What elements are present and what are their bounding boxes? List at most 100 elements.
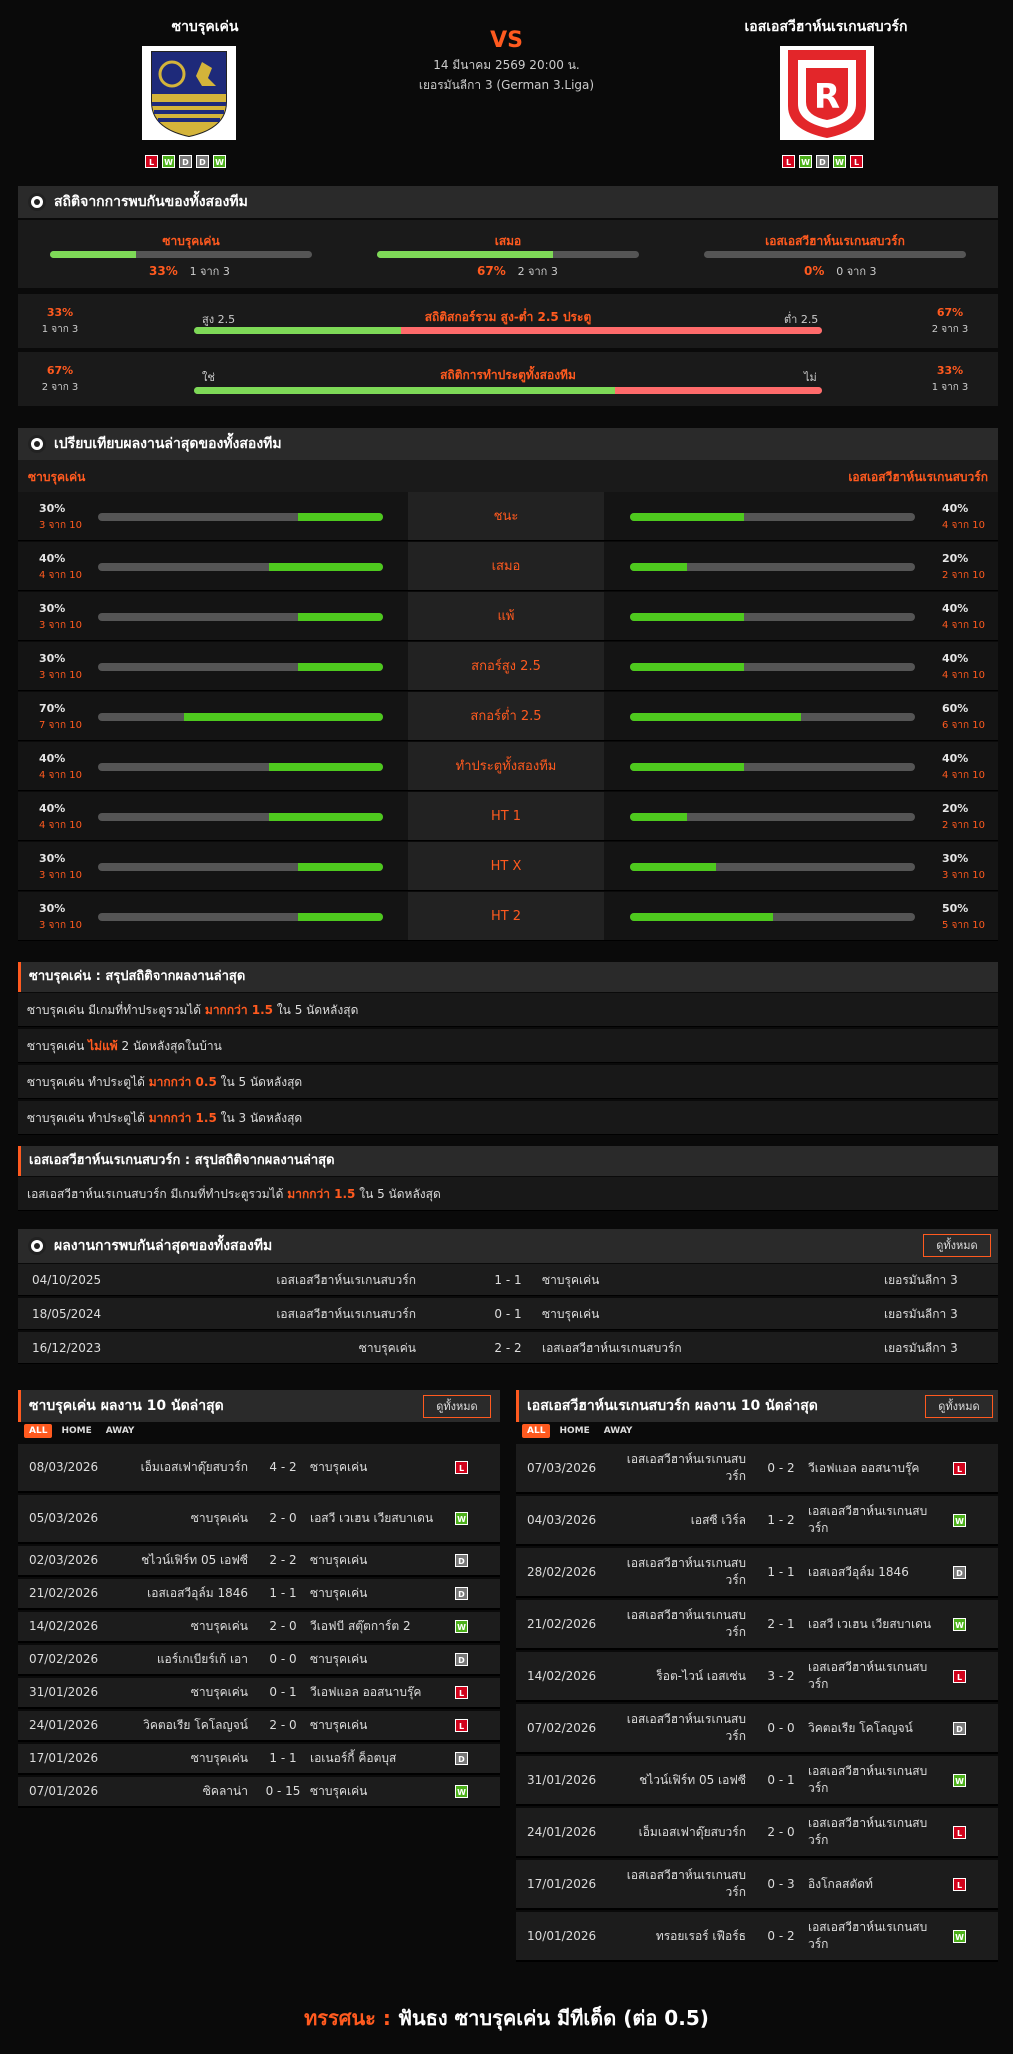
home-team[interactable]: เอสซี เวิร์ล bbox=[690, 1512, 746, 1527]
tab-away[interactable]: AWAY bbox=[603, 1426, 633, 1436]
result-row[interactable]: 24/01/2026 วิคตอเรีย โคโลญจน์ 2 - 0 ซาบรุคเ… bbox=[18, 1711, 500, 1742]
away-of: 6 จาก 10 bbox=[942, 720, 985, 731]
home-team-logo[interactable] bbox=[142, 46, 236, 140]
home-team[interactable]: เอสเอสวีฮาห์นเรเกนสบวร์ก bbox=[276, 1273, 416, 1287]
away-team[interactable]: ซาบรุคเค่น bbox=[542, 1307, 600, 1321]
view-all-button[interactable]: ดูทั้งหมด bbox=[423, 1395, 491, 1418]
result-row[interactable]: 05/03/2026 ซาบรุคเค่น 2 - 0 เอสวี เวเฮน เวี… bbox=[18, 1495, 500, 1544]
result-row[interactable]: 14/02/2026 ซาบรุคเค่น 2 - 0 วีเอฟบี สตุ๊ตกา… bbox=[18, 1612, 500, 1643]
away-team-logo[interactable]: R bbox=[780, 46, 874, 140]
away-pct: 40% bbox=[942, 502, 969, 515]
btts-right-label: ไม่ bbox=[804, 371, 817, 384]
away-team[interactable]: เอสวี เวเฮน เวียสบาเดน bbox=[808, 1616, 932, 1631]
away-team[interactable]: เอสเอสวีฮาห์นเรเกนสบวร์ก bbox=[808, 1764, 928, 1795]
away-team[interactable]: เอสวี เวเฮน เวียสบาเดน bbox=[310, 1511, 434, 1525]
result-row[interactable]: 14/02/2026 ร็อต-ไวน์ เอสเซ่น 3 - 2 เอสเอสวี… bbox=[516, 1652, 998, 1702]
away-team[interactable]: วิคตอเรีย โคโลญจน์ bbox=[808, 1720, 913, 1735]
result-row[interactable]: 07/01/2026 ซิคลาน่า 0 - 15 ซาบรุคเค่น W bbox=[18, 1777, 500, 1808]
result-row[interactable]: 07/02/2026 แอร์เกเบียร์เก้ เอา 0 - 0 ซาบรุค… bbox=[18, 1645, 500, 1676]
away-team[interactable]: ซาบรุคเค่น bbox=[310, 1784, 368, 1798]
result-row[interactable]: 08/03/2026 เอ็มเอสเฟาดุ๊ยสบวร์ก 4 - 2 ซาบรุ… bbox=[18, 1444, 500, 1493]
away-team[interactable]: เอสเอสวีฮาห์นเรเกนสบวร์ก bbox=[542, 1341, 682, 1355]
tab-home[interactable]: HOME bbox=[559, 1426, 590, 1436]
h2h-row[interactable]: 16/12/2023 ซาบรุคเค่น 2 - 2 เอสเอสวีฮาห์นเร… bbox=[18, 1332, 998, 1364]
tab-all[interactable]: ALL bbox=[24, 1424, 53, 1438]
home-team[interactable]: ชไวน์เฟิร์ท 05 เอฟซี bbox=[639, 1772, 746, 1787]
view-all-button[interactable]: ดูทั้งหมด bbox=[925, 1395, 993, 1418]
home-team[interactable]: เอสเอสวีอุล์ม 1846 bbox=[147, 1586, 248, 1600]
result-badge: D bbox=[455, 1752, 468, 1765]
away-team[interactable]: วีเอฟบี สตุ๊ตการ์ต 2 bbox=[310, 1619, 411, 1633]
score: 2 - 2 bbox=[269, 1553, 297, 1567]
away-team[interactable]: เอเนอร์กี้ ค็อตบุส bbox=[310, 1751, 397, 1765]
view-all-button[interactable]: ดูทั้งหมด bbox=[923, 1234, 991, 1257]
home-team[interactable]: ร็อต-ไวน์ เอสเซ่น bbox=[656, 1668, 746, 1683]
league: เยอรมันลีกา 3 bbox=[884, 1341, 958, 1355]
home-team[interactable]: เอสเอสวีฮาห์นเรเกนสบวร์ก bbox=[276, 1307, 416, 1321]
home-team[interactable]: เอ็มเอสเฟาดุ๊ยสบวร์ก bbox=[638, 1824, 746, 1839]
result-row[interactable]: 02/03/2026 ชไวน์เฟิร์ท 05 เอฟซี 2 - 2 ซาบรุ… bbox=[18, 1546, 500, 1577]
result-row[interactable]: 17/01/2026 ซาบรุคเค่น 1 - 1 เอเนอร์กี้ ค็อต… bbox=[18, 1744, 500, 1775]
result-row[interactable]: 21/02/2026 เอสเอสวีอุล์ม 1846 1 - 1 ซาบรุคเ… bbox=[18, 1579, 500, 1610]
match-date: 08/03/2026 bbox=[29, 1460, 99, 1474]
h2h-row[interactable]: 18/05/2024 เอสเอสวีฮาห์นเรเกนสบวร์ก 0 - 1 ซ… bbox=[18, 1298, 998, 1330]
away-team[interactable]: ซาบรุคเค่น bbox=[310, 1460, 368, 1474]
home-team[interactable]: ซาบรุคเค่น bbox=[190, 1751, 248, 1765]
tab-home[interactable]: HOME bbox=[61, 1426, 92, 1436]
away-team[interactable]: เอสเอสวีฮาห์นเรเกนสบวร์ก bbox=[808, 1660, 928, 1691]
form-badge: W bbox=[162, 155, 175, 168]
section-title: ผลงานการพบกันล่าสุดของทั้งสองทีม bbox=[54, 1238, 273, 1254]
home-team[interactable]: เอสเอสวีฮาห์นเรเกนสบวร์ก bbox=[626, 1452, 746, 1483]
result-badge: L bbox=[455, 1461, 468, 1474]
home-team[interactable]: เอ็มเอสเฟาดุ๊ยสบวร์ก bbox=[140, 1460, 248, 1474]
away-team[interactable]: ซาบรุคเค่น bbox=[542, 1273, 600, 1287]
home-team[interactable]: ซาบรุคเค่น bbox=[190, 1511, 248, 1525]
home-team[interactable]: ซาบรุคเค่น bbox=[190, 1619, 248, 1633]
away-team[interactable]: เอสเอสวีฮาห์นเรเกนสบวร์ก bbox=[808, 1920, 928, 1951]
away-team[interactable]: ซาบรุคเค่น bbox=[310, 1718, 368, 1732]
home-team[interactable]: ทรอยเรอร์ เฟือร์ธ bbox=[655, 1928, 746, 1943]
away-team-name[interactable]: เอสเอสวีฮาห์นเรเกนสบวร์ก bbox=[744, 19, 908, 35]
away-team[interactable]: เอสเอสวีฮาห์นเรเกนสบวร์ก bbox=[808, 1504, 928, 1535]
summary-highlight: มากกว่า 1.5 bbox=[287, 1187, 356, 1201]
result-row[interactable]: 21/02/2026 เอสเอสวีฮาห์นเรเกนสบวร์ก 2 - 1 เ… bbox=[516, 1600, 998, 1650]
away-team[interactable]: วีเอฟแอล ออสนาบรุ๊ค bbox=[808, 1460, 920, 1475]
home-team[interactable]: ซาบรุคเค่น bbox=[190, 1685, 248, 1699]
result-row[interactable]: 17/01/2026 เอสเอสวีฮาห์นเรเกนสบวร์ก 0 - 3 อ… bbox=[516, 1860, 998, 1910]
home-team[interactable]: เอสเอสวีฮาห์นเรเกนสบวร์ก bbox=[626, 1712, 746, 1743]
result-badge: W bbox=[953, 1929, 966, 1943]
home-team[interactable]: เอสเอสวีฮาห์นเรเกนสบวร์ก bbox=[626, 1608, 746, 1639]
away-team[interactable]: ซาบรุคเค่น bbox=[310, 1652, 368, 1666]
home-team[interactable]: ซาบรุคเค่น bbox=[358, 1341, 416, 1355]
result-row[interactable]: 31/01/2026 ชไวน์เฟิร์ท 05 เอฟซี 0 - 1 เอสเอ… bbox=[516, 1756, 998, 1806]
home-team[interactable]: เอสเอสวีฮาห์นเรเกนสบวร์ก bbox=[626, 1556, 746, 1587]
result-row[interactable]: 04/03/2026 เอสซี เวิร์ล 1 - 2 เอสเอสวีฮาห์น… bbox=[516, 1496, 998, 1546]
h2h-row[interactable]: 04/10/2025 เอสเอสวีฮาห์นเรเกนสบวร์ก 1 - 1 ซ… bbox=[18, 1264, 998, 1296]
away-team[interactable]: อิงโกลสตัดท์ bbox=[808, 1876, 873, 1891]
compare-row: 30% 3 จาก 10 สกอร์สูง 2.5 40% 4 จาก 10 bbox=[18, 642, 998, 691]
match-datetime: 14 มีนาคม 2569 20:00 น. bbox=[433, 58, 580, 72]
result-row[interactable]: 31/01/2026 ซาบรุคเค่น 0 - 1 วีเอฟแอล ออสนาบ… bbox=[18, 1678, 500, 1709]
result-row[interactable]: 24/01/2026 เอ็มเอสเฟาดุ๊ยสบวร์ก 2 - 0 เอสเอ… bbox=[516, 1808, 998, 1858]
away-team[interactable]: เอสเอสวีฮาห์นเรเกนสบวร์ก bbox=[808, 1816, 928, 1847]
home-team[interactable]: ซิคลาน่า bbox=[202, 1784, 248, 1798]
form-badge: L bbox=[782, 155, 795, 168]
result-row[interactable]: 28/02/2026 เอสเอสวีฮาห์นเรเกนสบวร์ก 1 - 1 เ… bbox=[516, 1548, 998, 1598]
home-team-name[interactable]: ซาบรุคเค่น bbox=[171, 19, 239, 35]
home-team[interactable]: แอร์เกเบียร์เก้ เอา bbox=[156, 1652, 248, 1666]
result-row[interactable]: 07/02/2026 เอสเอสวีฮาห์นเรเกนสบวร์ก 0 - 0 ว… bbox=[516, 1704, 998, 1754]
away-team[interactable]: ซาบรุคเค่น bbox=[310, 1586, 368, 1600]
away-team[interactable]: เอสเอสวีอุล์ม 1846 bbox=[808, 1564, 909, 1579]
away-of: 4 จาก 10 bbox=[942, 670, 985, 681]
compare-home-label: ซาบรุคเค่น bbox=[28, 470, 86, 484]
away-team[interactable]: วีเอฟแอล ออสนาบรุ๊ค bbox=[310, 1685, 422, 1699]
result-row[interactable]: 10/01/2026 ทรอยเรอร์ เฟือร์ธ 0 - 2 เอสเอสวี… bbox=[516, 1912, 998, 1962]
home-team[interactable]: ชไวน์เฟิร์ท 05 เอฟซี bbox=[141, 1553, 248, 1567]
result-badge: D bbox=[455, 1554, 468, 1567]
away-team[interactable]: ซาบรุคเค่น bbox=[310, 1553, 368, 1567]
tab-all[interactable]: ALL bbox=[522, 1424, 551, 1438]
home-team[interactable]: วิคตอเรีย โคโลญจน์ bbox=[143, 1718, 248, 1732]
result-row[interactable]: 07/03/2026 เอสเอสวีฮาห์นเรเกนสบวร์ก 0 - 2 ว… bbox=[516, 1444, 998, 1494]
home-team[interactable]: เอสเอสวีฮาห์นเรเกนสบวร์ก bbox=[626, 1868, 746, 1899]
tab-away[interactable]: AWAY bbox=[105, 1426, 135, 1436]
